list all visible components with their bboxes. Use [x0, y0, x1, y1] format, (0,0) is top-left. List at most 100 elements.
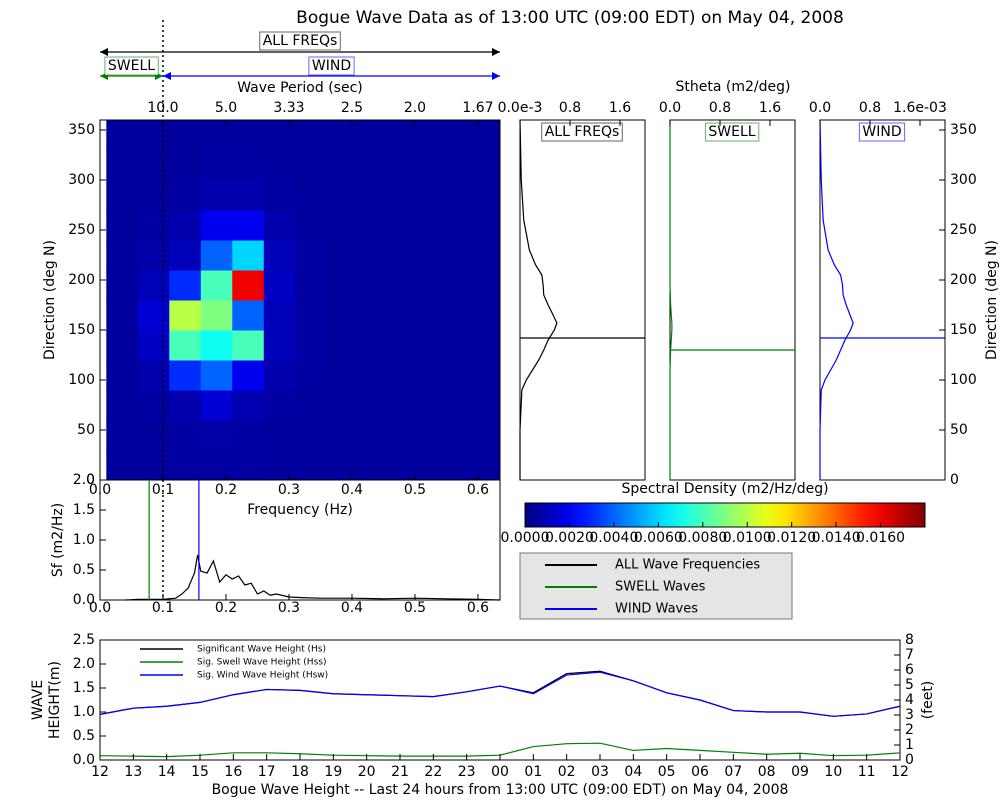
- heat-cell: [106, 330, 139, 361]
- heat-cell: [358, 270, 391, 301]
- heat-cell: [200, 450, 233, 481]
- x-tick-label: 1.6e-03: [893, 100, 947, 116]
- heat-cell: [295, 360, 328, 391]
- heat-cell: [263, 420, 296, 451]
- x-tick-label: 08: [758, 764, 776, 780]
- heat-cell: [452, 270, 501, 301]
- heat-cell: [200, 420, 233, 451]
- heat-cell: [200, 240, 233, 271]
- heat-cell: [169, 300, 202, 331]
- colorbar-tick-label: 0.0120: [767, 530, 816, 546]
- heat-cell: [169, 450, 202, 481]
- x-tick-label: 15: [191, 764, 209, 780]
- x-tick-label: 09: [791, 764, 809, 780]
- heat-cell: [169, 210, 202, 241]
- heat-cell: [421, 450, 454, 481]
- x2-tick-label: 10.0: [147, 100, 178, 116]
- heat-cell: [421, 270, 454, 301]
- heat-cell: [452, 360, 501, 391]
- colorbar-tick-label: 0.0020: [545, 530, 594, 546]
- legend-label: Significant Wave Height (Hs): [197, 645, 326, 655]
- heat-cell: [200, 330, 233, 361]
- y-tick-label: 100: [950, 372, 977, 388]
- heat-cell: [263, 300, 296, 331]
- heat-cell: [295, 120, 328, 151]
- legend-label: ALL Wave Frequencies: [615, 558, 760, 573]
- y-tick-label: 100: [68, 372, 95, 388]
- heat-cell: [389, 240, 422, 271]
- heat-cell: [200, 120, 233, 151]
- heat-cell: [200, 180, 233, 211]
- y2-tick-label: 1: [905, 737, 914, 753]
- heat-cell: [326, 300, 359, 331]
- arrow-head: [100, 48, 108, 56]
- x-tick-label: 0.4: [341, 600, 363, 616]
- panel-label: WIND: [862, 124, 901, 140]
- y-tick-label: 0.5: [73, 728, 95, 744]
- x2-tick-label: 2.0: [404, 100, 426, 116]
- heat-cell: [295, 300, 328, 331]
- heat-cell: [295, 270, 328, 301]
- heat-cell: [169, 150, 202, 181]
- heat-cell: [263, 450, 296, 481]
- heat-cell: [169, 420, 202, 451]
- heat-cell: [326, 210, 359, 241]
- x-tick-label: 19: [324, 764, 342, 780]
- y-tick-label: 1.5: [73, 502, 95, 518]
- heat-cell: [452, 330, 501, 361]
- heat-cell: [326, 390, 359, 421]
- heat-cell: [326, 120, 359, 151]
- heat-cell: [200, 300, 233, 331]
- y-tick-label: 200: [68, 272, 95, 288]
- heat-cell: [200, 210, 233, 241]
- heat-cell: [358, 390, 391, 421]
- y-tick-label: 0.0: [73, 592, 95, 608]
- heat-cell: [358, 120, 391, 151]
- heat-cell: [358, 210, 391, 241]
- y-axis-label: Sf (m2/Hz): [50, 503, 66, 577]
- colorbar-tick-label: 0.0160: [856, 530, 905, 546]
- y-tick-label: 250: [68, 222, 95, 238]
- colorbar-label: Spectral Density (m2/Hz/deg): [621, 481, 828, 497]
- x-tick-label: 17: [258, 764, 276, 780]
- y-tick-label: 300: [950, 172, 977, 188]
- heat-cell: [263, 330, 296, 361]
- x-tick-label: 16: [224, 764, 242, 780]
- heat-cell: [263, 210, 296, 241]
- colorbar: [524, 502, 926, 528]
- heat-cell: [326, 330, 359, 361]
- heat-cell: [326, 270, 359, 301]
- heat-cell: [326, 180, 359, 211]
- y-tick-label: 300: [68, 172, 95, 188]
- colorbar-tick-label: 0.0100: [723, 530, 772, 546]
- span-label-box: [259, 31, 341, 51]
- heat-cell: [326, 240, 359, 271]
- heat-cell: [106, 150, 139, 181]
- heat-cell: [326, 450, 359, 481]
- heat-cell: [232, 270, 265, 301]
- heat-cell: [232, 240, 265, 271]
- profile-line: [669, 120, 673, 480]
- legend-label: Sig. Swell Wave Height (Hss): [197, 658, 326, 668]
- heat-cell: [137, 150, 170, 181]
- x-tick-label: 1.6: [759, 100, 781, 116]
- heat-cell: [169, 330, 202, 361]
- x-tick-label: 14: [158, 764, 176, 780]
- y2-tick-label: 8: [905, 632, 914, 648]
- heat-cell: [263, 360, 296, 391]
- heat-cell: [137, 450, 170, 481]
- heat-cell: [169, 390, 202, 421]
- heat-cell: [389, 390, 422, 421]
- heat-cell: [232, 180, 265, 211]
- heat-cell: [421, 150, 454, 181]
- y2-tick-label: 6: [905, 662, 914, 678]
- y-axis-label: WAVE: [30, 680, 46, 720]
- heat-cell: [326, 420, 359, 451]
- heat-cell: [263, 270, 296, 301]
- x-tick-label: 0.8: [709, 100, 731, 116]
- heat-cell: [200, 150, 233, 181]
- y-tick-label: 50: [77, 422, 95, 438]
- heat-cell: [452, 390, 501, 421]
- y-tick-label: 350: [950, 122, 977, 138]
